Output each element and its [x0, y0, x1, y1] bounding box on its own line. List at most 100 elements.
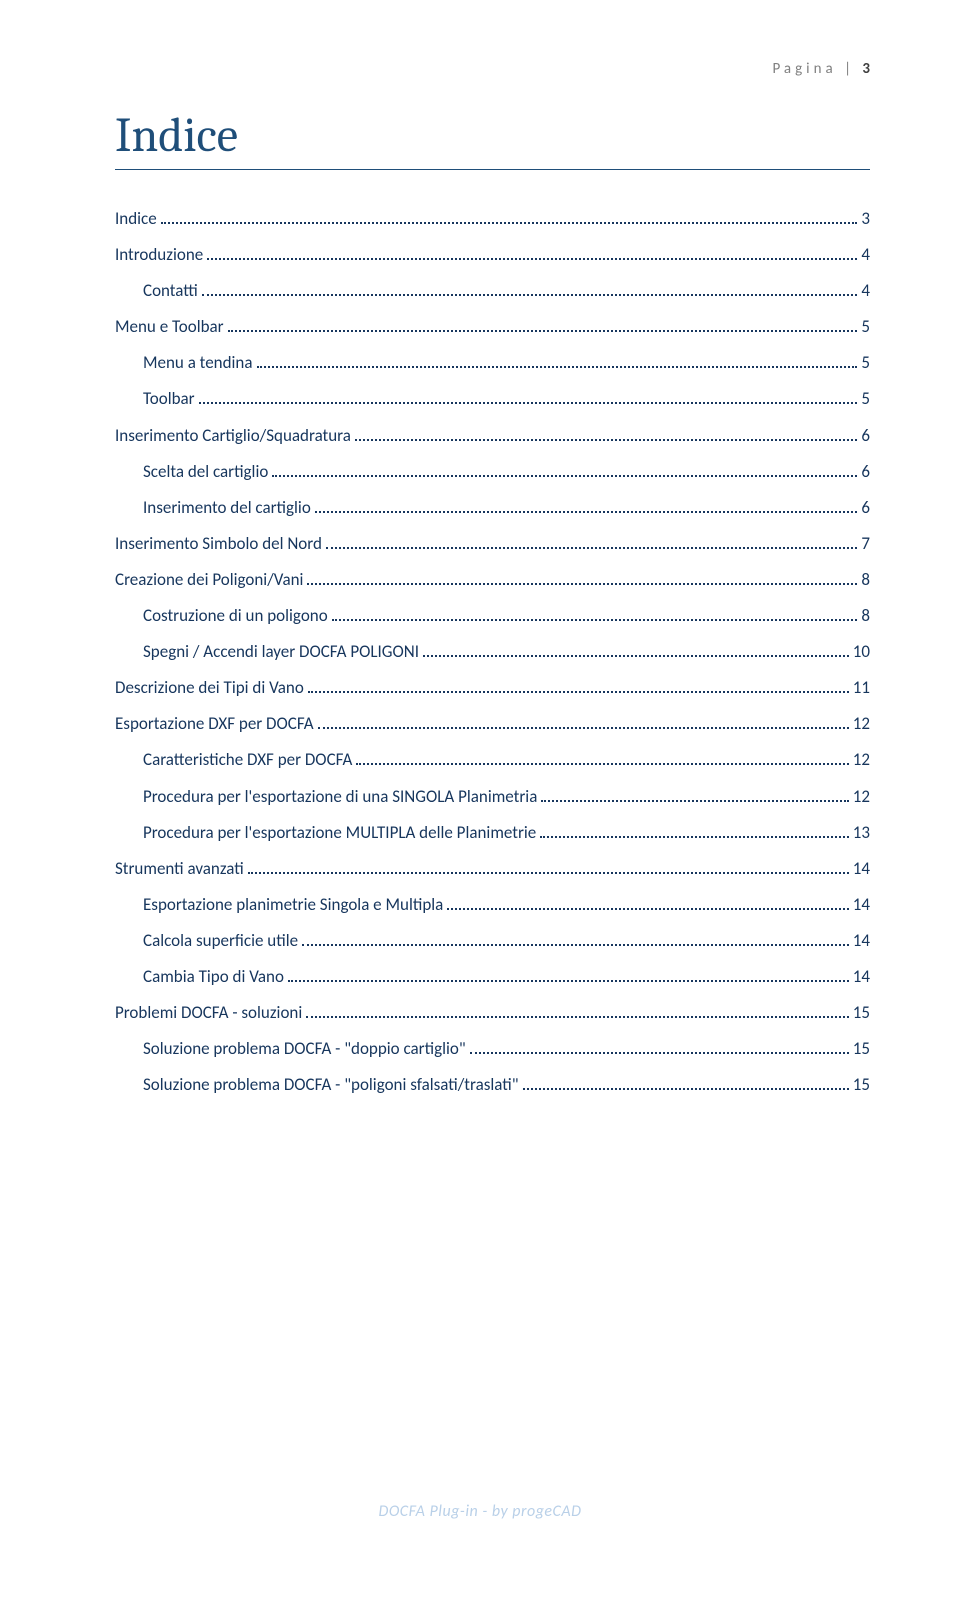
- toc-entry-label: Calcola superficie utile: [143, 930, 298, 952]
- toc-entry-page: 11: [853, 677, 870, 699]
- toc-entry-page: 12: [853, 713, 870, 735]
- toc-entry[interactable]: Calcola superficie utile 14: [115, 930, 870, 952]
- toc-leader-dots: [355, 429, 857, 441]
- header-page-number: 3: [862, 60, 870, 78]
- document-page: Pagina | 3 Indice Indice3Introduzione4Co…: [0, 0, 960, 1616]
- toc-entry-page: 14: [853, 930, 870, 952]
- toc-entry-page: 14: [853, 858, 870, 880]
- header-separator: |: [844, 60, 855, 78]
- toc-entry[interactable]: Cambia Tipo di Vano 14: [115, 966, 870, 988]
- toc-leader-dots: [272, 465, 857, 477]
- toc-entry-page: 14: [853, 966, 870, 988]
- toc-entry-page: 6: [861, 497, 870, 519]
- toc-entry[interactable]: Soluzione problema DOCFA - "doppio carti…: [115, 1038, 870, 1060]
- toc-entry-label: Descrizione dei Tipi di Vano: [115, 677, 304, 699]
- toc-entry-label: Strumenti avanzati: [115, 858, 244, 880]
- toc-leader-dots: [318, 717, 849, 729]
- toc-entry-label: Menu a tendina: [143, 352, 253, 374]
- toc-leader-dots: [332, 609, 858, 621]
- toc-entry-page: 15: [853, 1038, 870, 1060]
- toc-leader-dots: [307, 573, 857, 585]
- toc-entry-label: Spegni / Accendi layer DOCFA POLIGONI: [143, 641, 419, 663]
- toc-entry-label: Contatti: [143, 280, 198, 302]
- toc-entry-page: 13: [853, 822, 870, 844]
- toc-leader-dots: [540, 826, 848, 838]
- toc-entry-page: 6: [861, 425, 870, 447]
- toc-entry[interactable]: Caratteristiche DXF per DOCFA 12: [115, 749, 870, 771]
- toc-entry-page: 12: [853, 786, 870, 808]
- toc-entry[interactable]: Inserimento Cartiglio/Squadratura 6: [115, 425, 870, 447]
- toc-leader-dots: [306, 1006, 849, 1018]
- toc-entry-page: 15: [853, 1002, 870, 1024]
- toc-leader-dots: [161, 212, 858, 224]
- toc-entry[interactable]: Esportazione DXF per DOCFA 12: [115, 713, 870, 735]
- toc-leader-dots: [207, 248, 857, 260]
- toc-entry-page: 10: [853, 641, 870, 663]
- header-label: Pagina: [772, 60, 836, 78]
- toc-leader-dots: [288, 970, 849, 982]
- toc-entry[interactable]: Toolbar5: [115, 388, 870, 410]
- toc-entry-label: Soluzione problema DOCFA - "poligoni sfa…: [143, 1074, 519, 1096]
- toc-entry[interactable]: Esportazione planimetrie Singola e Multi…: [115, 894, 870, 916]
- toc-entry[interactable]: Introduzione 4: [115, 244, 870, 266]
- toc-leader-dots: [257, 356, 858, 368]
- toc-entry-page: 5: [861, 388, 870, 410]
- toc-entry-page: 5: [861, 352, 870, 374]
- toc-entry-page: 3: [861, 208, 870, 230]
- toc-entry[interactable]: Contatti 4: [115, 280, 870, 302]
- page-header: Pagina | 3: [115, 60, 870, 78]
- toc-entry[interactable]: Descrizione dei Tipi di Vano 11: [115, 677, 870, 699]
- toc-entry-label: Scelta del cartiglio: [143, 461, 268, 483]
- toc-entry-label: Esportazione DXF per DOCFA: [115, 713, 314, 735]
- toc-entry-page: 4: [861, 244, 870, 266]
- toc-entry-page: 6: [861, 461, 870, 483]
- toc-leader-dots: [302, 934, 849, 946]
- toc-entry-label: Inserimento del cartiglio: [143, 497, 311, 519]
- toc-entry-label: Creazione dei Poligoni/Vani: [115, 569, 303, 591]
- toc-entry-label: Costruzione di un poligono: [143, 605, 328, 627]
- toc-entry-page: 7: [861, 533, 870, 555]
- toc-leader-dots: [228, 320, 858, 332]
- toc-entry-label: Inserimento Cartiglio/Squadratura: [115, 425, 351, 447]
- toc-entry-label: Menu e Toolbar: [115, 316, 224, 338]
- toc-entry-label: Soluzione problema DOCFA - "doppio carti…: [143, 1038, 466, 1060]
- toc-entry-page: 4: [861, 280, 870, 302]
- toc-entry-page: 15: [853, 1074, 870, 1096]
- toc-leader-dots: [356, 754, 848, 766]
- toc-entry-label: Procedura per l'esportazione MULTIPLA de…: [143, 822, 536, 844]
- toc-entry[interactable]: Costruzione di un poligono8: [115, 605, 870, 627]
- toc-leader-dots: [308, 681, 849, 693]
- page-footer: DOCFA Plug-in - by progeCAD: [0, 1502, 960, 1521]
- toc-entry[interactable]: Menu a tendina 5: [115, 352, 870, 374]
- toc-leader-dots: [541, 790, 848, 802]
- page-title: Indice: [115, 108, 870, 170]
- toc-entry-label: Indice: [115, 208, 157, 230]
- toc-entry[interactable]: Problemi DOCFA - soluzioni15: [115, 1002, 870, 1024]
- toc-entry[interactable]: Procedura per l'esportazione MULTIPLA de…: [115, 822, 870, 844]
- toc-entry-page: 14: [853, 894, 870, 916]
- toc-entry[interactable]: Inserimento del cartiglio 6: [115, 497, 870, 519]
- toc-entry[interactable]: Soluzione problema DOCFA - "poligoni sfa…: [115, 1074, 870, 1096]
- toc-leader-dots: [470, 1042, 849, 1054]
- toc-entry[interactable]: Strumenti avanzati 14: [115, 858, 870, 880]
- toc-leader-dots: [315, 501, 858, 513]
- toc-leader-dots: [523, 1078, 849, 1090]
- toc-entry-label: Cambia Tipo di Vano: [143, 966, 284, 988]
- toc-leader-dots: [199, 393, 858, 405]
- toc-leader-dots: [202, 284, 858, 296]
- toc-entry[interactable]: Indice 3: [115, 208, 870, 230]
- toc-entry-label: Caratteristiche DXF per DOCFA: [143, 749, 352, 771]
- toc-leader-dots: [248, 862, 849, 874]
- toc-entry[interactable]: Inserimento Simbolo del Nord 7: [115, 533, 870, 555]
- toc-entry-label: Introduzione: [115, 244, 203, 266]
- toc-leader-dots: [423, 645, 849, 657]
- table-of-contents: Indice 3 Introduzione 4 Contatti 4 Menu e Tool…: [115, 208, 870, 1096]
- toc-entry[interactable]: Menu e Toolbar5: [115, 316, 870, 338]
- toc-entry[interactable]: Scelta del cartiglio 6: [115, 461, 870, 483]
- toc-entry-label: Inserimento Simbolo del Nord: [115, 533, 322, 555]
- toc-entry[interactable]: Creazione dei Poligoni/Vani8: [115, 569, 870, 591]
- toc-entry[interactable]: Spegni / Accendi layer DOCFA POLIGONI 10: [115, 641, 870, 663]
- toc-entry-page: 12: [853, 749, 870, 771]
- toc-entry-label: Procedura per l'esportazione di una SING…: [143, 786, 537, 808]
- toc-entry[interactable]: Procedura per l'esportazione di una SING…: [115, 786, 870, 808]
